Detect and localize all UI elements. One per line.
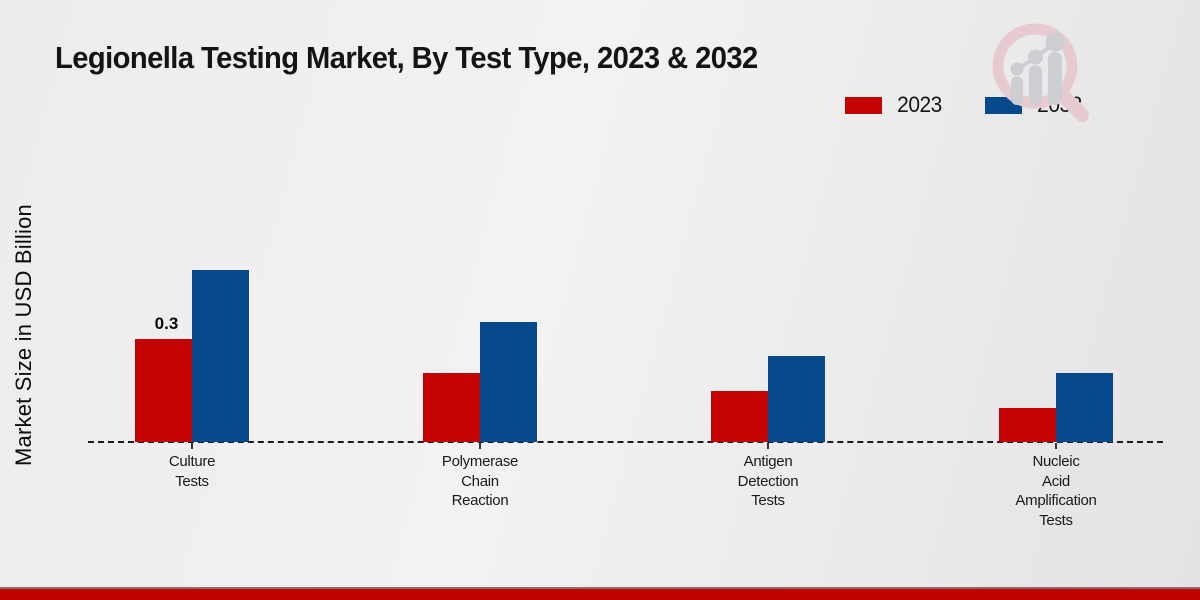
x-axis-baseline [88,441,1163,443]
bar-2032-nucleic-acid-amplification-tests [1056,373,1113,442]
x-axis-tick-nucleic-acid-amplification-tests [1055,443,1057,449]
legend-item-2023: 2023 [845,92,943,118]
category-label-nucleic-acid-amplification-tests: Nucleic Acid Amplification Tests [1015,453,1097,529]
legend-label-2023: 2023 [897,92,942,117]
x-axis-tick-antigen-detection-tests [767,443,769,449]
x-axis-tick-polymerase-chain-reaction [479,443,481,449]
x-axis-tick-culture-tests [191,443,193,449]
category-label-polymerase-chain-reaction: Polymerase Chain Reaction [441,453,519,509]
bar-2023-culture-tests [135,339,192,442]
magnifier-growth-chart-watermark-icon [992,23,1089,122]
bar-2023-antigen-detection-tests [711,391,768,442]
category-label-antigen-detection-tests: Antigen Detection Tests [737,453,799,509]
bar-2032-polymerase-chain-reaction [480,322,537,442]
bar-2023-polymerase-chain-reaction [423,373,480,442]
footer-red-strip [0,587,1200,600]
bar-2032-antigen-detection-tests [768,356,825,442]
bar-2023-nucleic-acid-amplification-tests [999,408,1056,442]
bar-2032-culture-tests [192,270,249,442]
legend-swatch-2023-icon [845,96,882,114]
page-title: Legionella Testing Market, By Test Type,… [55,40,758,75]
data-label-2023-culture-tests: 0.3 [154,314,179,333]
category-label-culture-tests: Culture Tests [168,453,216,490]
